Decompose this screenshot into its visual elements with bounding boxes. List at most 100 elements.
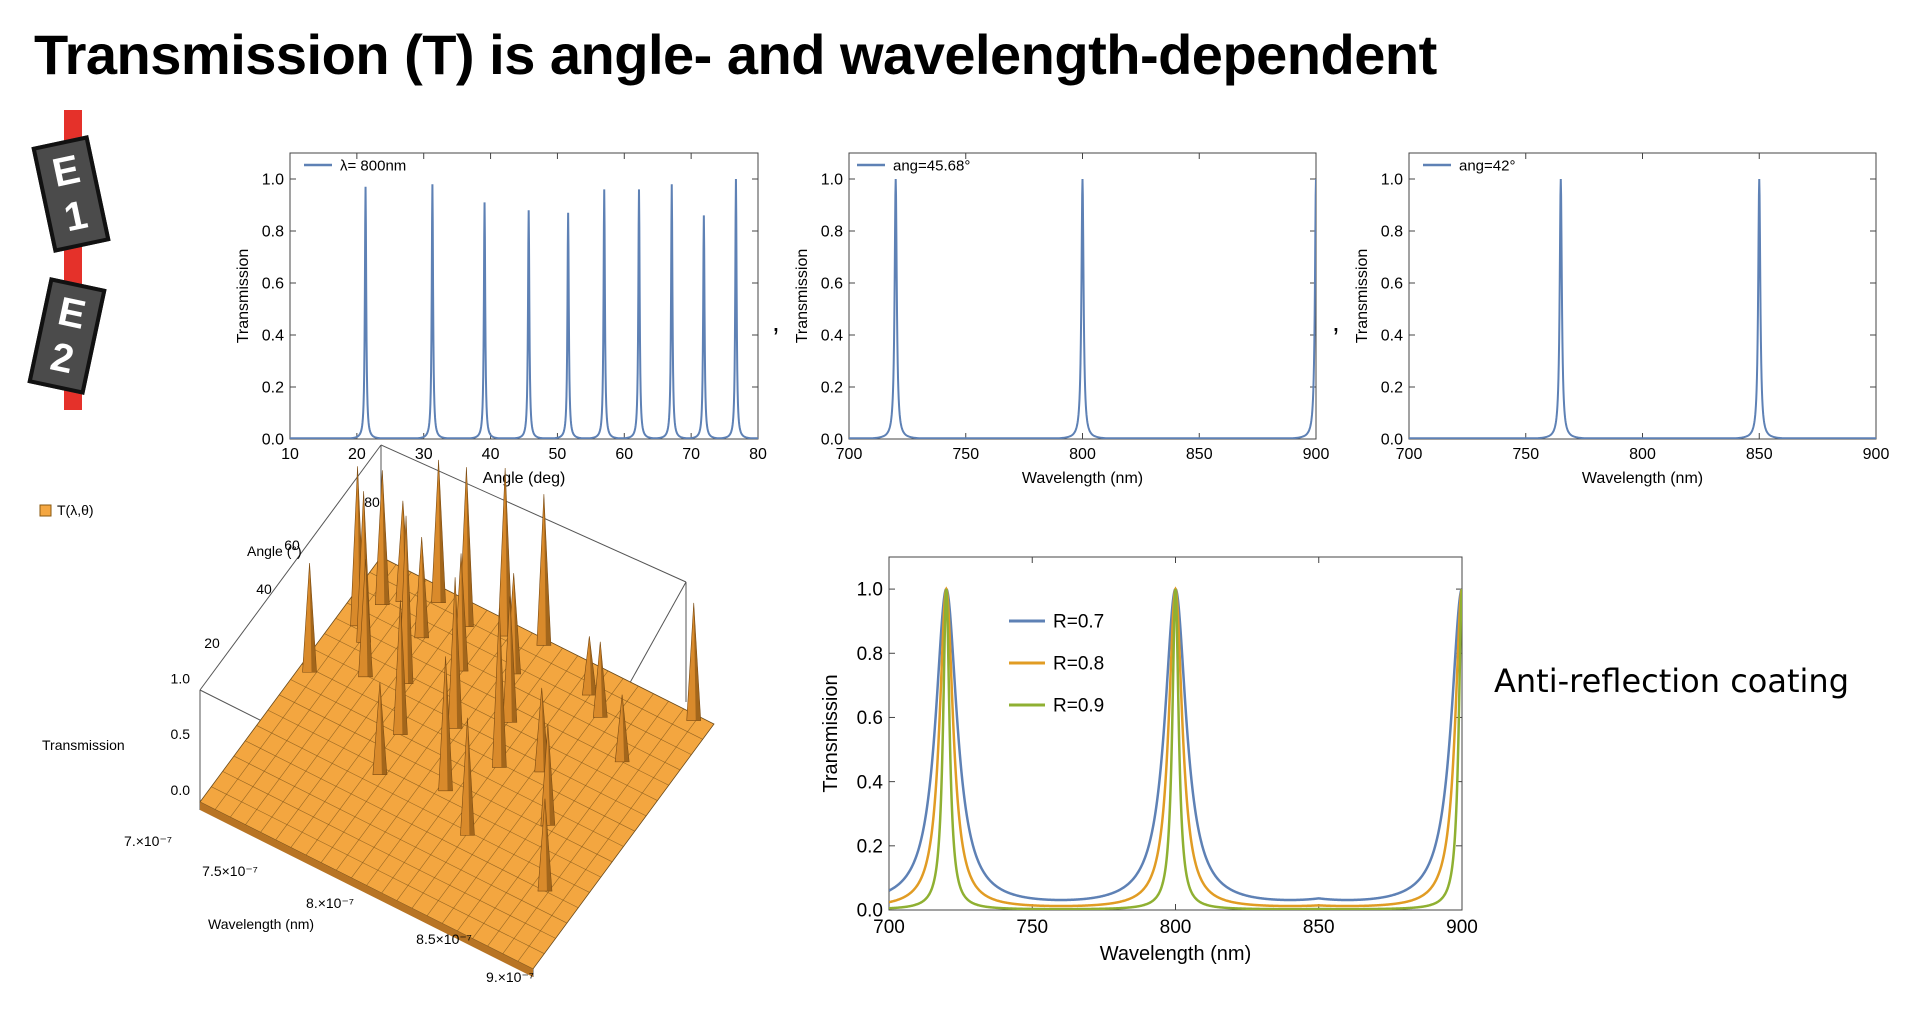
surface-spike-shade <box>693 602 701 721</box>
surface-spike-shade <box>505 468 513 637</box>
wavelength-axis-label: Wavelength (nm) <box>208 916 314 932</box>
x-tick-label: 750 <box>1016 917 1048 938</box>
slide-title: Transmission (T) is angle- and wavelengt… <box>34 23 1437 86</box>
chart-frame <box>289 152 759 440</box>
chart-frame <box>1408 152 1877 440</box>
x-tick-label: 800 <box>1069 446 1096 463</box>
box-edge <box>199 444 382 691</box>
y-tick-label: 0.2 <box>1381 380 1403 397</box>
x-tick-label: 900 <box>1863 446 1890 463</box>
y-tick-label: 0.6 <box>857 708 883 729</box>
z-tick-label: 0.0 <box>171 782 191 798</box>
surface-grid-line <box>256 725 590 893</box>
surface-spike-shade <box>455 577 463 729</box>
series-line-1 <box>849 178 1316 439</box>
z-tick-label: 1.0 <box>171 670 191 686</box>
surface-grid-line <box>358 587 692 755</box>
x-tick-label: 700 <box>836 446 863 463</box>
surface-spike-shade <box>445 656 453 791</box>
x-tick-label: 750 <box>952 446 979 463</box>
y-tick-label: 0.4 <box>857 772 884 793</box>
surface-spike-shade <box>379 682 387 775</box>
angle-tick-label: 60 <box>284 537 300 553</box>
legend-label: R=0.7 <box>1053 612 1104 633</box>
y-tick-label: 0.0 <box>1381 432 1403 449</box>
x-tick-label: 60 <box>615 446 633 463</box>
wavelength-tick-label: 8.×10⁻⁷ <box>306 895 354 911</box>
separator-comma-2: , <box>1332 306 1340 337</box>
surface-spike-shade <box>406 515 414 684</box>
angle-axis-label: Angle (°) <box>247 543 302 559</box>
y-tick-label: 0.6 <box>262 276 284 293</box>
element-badges: E 1 E 2 <box>26 110 136 410</box>
x-tick-label: 850 <box>1746 446 1773 463</box>
x-tick-label: 40 <box>482 446 500 463</box>
surface-spike-shade <box>547 724 555 826</box>
legend-label: R=0.8 <box>1053 654 1104 675</box>
surface-grid-line <box>233 755 568 924</box>
x-tick-label: 10 <box>281 446 299 463</box>
y-tick-label: 0.2 <box>821 380 843 397</box>
chart-finesse: 700 750 800 850 900 0.0 0.2 0.4 0.6 0.8 1.0 Wavelen… <box>820 556 1478 965</box>
surface-legend-label: T(λ,θ) <box>57 502 94 518</box>
series-line-1 <box>889 587 1462 902</box>
surface-grid-line <box>290 679 624 847</box>
surface-skirt <box>200 802 533 977</box>
surface-spike-shade <box>509 596 517 723</box>
z-tick-label: 0.5 <box>171 726 191 742</box>
y-tick-label: 0.8 <box>821 224 843 241</box>
x-tick-label: 700 <box>1396 446 1423 463</box>
legend-label: ang=45.68° <box>893 157 970 174</box>
surface-grid-line <box>245 740 579 909</box>
x-tick-label: 800 <box>1160 917 1192 938</box>
x-tick-label: 700 <box>873 917 905 938</box>
surface-grid-line <box>211 786 545 954</box>
x-tick-label: 800 <box>1629 446 1656 463</box>
wavelength-tick-label: 9.×10⁻⁷ <box>486 969 534 985</box>
chart-surface: T(λ,θ) 0.0 0.5 1.0 Transmission 20 40 60 80 Angle… <box>39 444 715 985</box>
surface-grid-line <box>324 633 658 801</box>
y-tick-label: 0.4 <box>821 328 843 345</box>
y-axis-label: Transmission <box>820 674 842 792</box>
surface-spike-shade <box>466 467 474 627</box>
legend-label: ang=42° <box>1459 157 1515 174</box>
x-tick-label: 850 <box>1186 446 1213 463</box>
legend-label: λ= 800nm <box>340 157 406 174</box>
y-tick-label: 0.0 <box>821 432 843 449</box>
y-tick-label: 0.0 <box>262 432 284 449</box>
chart-wl42: 700 750 800 850 900 0.0 0.2 0.4 0.6 0.8 1.0 Wavelen… <box>1354 152 1890 487</box>
x-axis-label: Angle (deg) <box>483 470 566 487</box>
box-edge <box>380 444 687 583</box>
y-tick-label: 0.4 <box>262 328 284 345</box>
surface-spike-shade <box>461 553 469 672</box>
x-tick-label: 900 <box>1446 917 1478 938</box>
x-tick-label: 70 <box>682 446 700 463</box>
chart-angle: 10 20 30 40 50 60 70 80 0.0 0.2 0.4 0.6 0.8 1.0 Angle … <box>235 152 767 487</box>
y-tick-label: 1.0 <box>857 580 883 601</box>
separator-comma-1: , <box>772 306 780 337</box>
y-tick-label: 0.0 <box>857 901 883 922</box>
series-line-1 <box>1409 178 1876 439</box>
x-tick-label: 750 <box>1512 446 1539 463</box>
y-tick-label: 0.2 <box>262 380 284 397</box>
surface-spike-shade <box>421 537 429 638</box>
y-tick-label: 1.0 <box>1381 172 1403 189</box>
coating-label: Anti-reflection coating <box>1494 662 1850 700</box>
surface-spike-shade <box>499 607 507 768</box>
x-tick-label: 850 <box>1303 917 1335 938</box>
x-tick-label: 50 <box>549 446 567 463</box>
y-tick-label: 0.2 <box>857 836 883 857</box>
x-tick-label: 30 <box>415 446 433 463</box>
angle-tick-label: 40 <box>256 581 272 597</box>
y-tick-label: 0.6 <box>821 276 843 293</box>
wavelength-tick-label: 7.×10⁻⁷ <box>124 833 172 849</box>
surface-grid-line <box>222 771 556 939</box>
wavelength-tick-label: 7.5×10⁻⁷ <box>202 863 258 879</box>
series-line-2 <box>889 586 1462 908</box>
series-line-1 <box>290 178 758 439</box>
legend-label: R=0.9 <box>1053 696 1104 717</box>
surface-spike-shade <box>513 573 521 674</box>
y-tick-label: 0.8 <box>262 224 284 241</box>
angle-tick-label: 80 <box>364 494 380 510</box>
